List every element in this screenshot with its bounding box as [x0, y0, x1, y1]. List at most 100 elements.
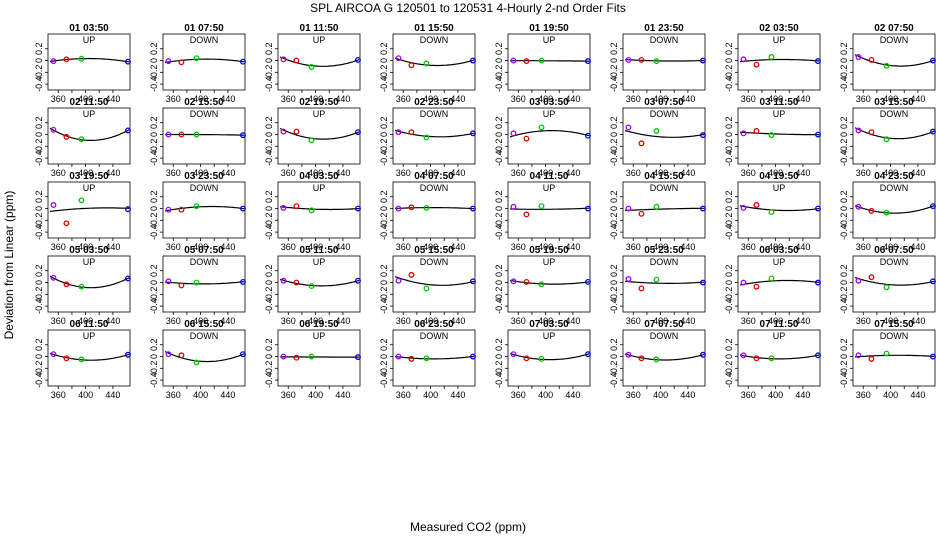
x-tick-label: 440: [450, 390, 465, 400]
x-tick-label: 400: [768, 390, 783, 400]
data-point: [855, 54, 862, 60]
panel-direction-label: UP: [83, 183, 96, 193]
y-tick-label: 0.2: [724, 116, 734, 129]
fit-curve: [624, 58, 705, 62]
data-point: [700, 57, 706, 64]
x-tick-label: 440: [105, 168, 120, 178]
panel-title: 05 11:50: [300, 245, 339, 256]
y-tick-label: 0: [724, 280, 734, 285]
data-point: [50, 274, 57, 281]
data-point: [293, 354, 300, 361]
x-tick-label: 360: [626, 316, 641, 326]
y-tick-label: 0.2: [379, 338, 389, 351]
x-tick-label: 400: [423, 168, 438, 178]
y-tick-label: -0.4: [839, 372, 849, 388]
fit-curve: [739, 58, 820, 63]
panel-title: 03 19:50: [69, 171, 109, 182]
y-tick-label: 0: [379, 58, 389, 63]
y-tick-label: -0.4: [264, 298, 274, 314]
x-tick-label: 360: [166, 316, 181, 326]
y-tick-label: -0.2: [724, 65, 734, 81]
y-tick-label: -0.4: [724, 372, 734, 388]
data-point: [193, 131, 200, 138]
fit-curve: [165, 281, 245, 285]
y-tick-label: -0.4: [609, 224, 619, 240]
panel-direction-label: DOWN: [650, 35, 679, 45]
x-tick-label: 360: [166, 168, 181, 178]
data-point: [178, 59, 185, 66]
panel-title: 05 19:50: [529, 245, 569, 256]
y-tick-label: 0.2: [149, 42, 159, 55]
y-tick-label: -0.4: [379, 224, 389, 240]
y-tick-label: 0.2: [34, 116, 44, 129]
y-tick-label: -0.2: [149, 213, 159, 229]
data-point: [50, 351, 57, 358]
panel-frame: [852, 255, 936, 313]
y-tick-label: -0.4: [379, 150, 389, 166]
x-tick-label: 360: [281, 316, 296, 326]
y-tick-label: -0.2: [34, 287, 44, 303]
y-tick-label: -0.2: [34, 65, 44, 81]
data-point: [63, 355, 70, 362]
fit-curve: [165, 133, 245, 136]
panel-title: 06 07:50: [874, 245, 914, 256]
panel-title: 07 07:50: [644, 319, 684, 330]
data-point: [395, 205, 402, 212]
y-tick-label: 0: [34, 354, 44, 359]
data-point: [355, 205, 361, 212]
x-tick-label: 440: [335, 316, 350, 326]
y-tick-label: -0.2: [34, 139, 44, 155]
x-tick-label: 440: [680, 168, 695, 178]
data-point: [308, 137, 315, 144]
data-point: [868, 207, 875, 214]
y-tick-label: 0: [839, 58, 849, 63]
y-tick-label: -0.2: [494, 287, 504, 303]
data-point: [280, 204, 287, 211]
panel-direction-label: UP: [543, 257, 556, 267]
panel-title: 01 23:50: [644, 23, 684, 34]
y-tick-label: 0.2: [609, 338, 619, 351]
panel-direction-label: UP: [543, 35, 556, 45]
y-tick-label: 0.2: [149, 338, 159, 351]
y-tick-label: -0.2: [839, 361, 849, 377]
panel-direction-label: DOWN: [880, 35, 909, 45]
panel-frame: [737, 329, 821, 387]
panel-direction-label: DOWN: [650, 183, 679, 193]
fit-curve: [49, 352, 130, 361]
data-point: [470, 205, 476, 212]
data-point: [585, 58, 591, 65]
panel-direction-label: UP: [543, 331, 556, 341]
x-tick-label: 400: [193, 168, 208, 178]
data-point: [63, 133, 70, 140]
fit-curve: [624, 207, 705, 212]
y-tick-label: -0.2: [494, 139, 504, 155]
panel-title: 03 07:50: [644, 97, 684, 108]
y-tick-label: 0.2: [494, 264, 504, 277]
x-tick-label: 440: [910, 316, 925, 326]
data-point: [753, 61, 760, 68]
x-tick-label: 440: [450, 242, 465, 252]
data-point: [625, 276, 632, 282]
y-tick-label: 0.2: [724, 42, 734, 55]
panel-direction-label: UP: [83, 35, 96, 45]
y-tick-label: -0.4: [379, 298, 389, 314]
y-tick-label: -0.4: [379, 372, 389, 388]
x-tick-label: 360: [396, 94, 411, 104]
data-point: [293, 128, 300, 135]
x-tick-label: 400: [193, 316, 208, 326]
y-tick-label: -0.4: [264, 150, 274, 166]
data-point: [239, 278, 246, 285]
x-tick-label: 400: [538, 94, 553, 104]
data-point: [585, 278, 591, 285]
data-point: [768, 54, 775, 60]
y-tick-label: 0: [494, 280, 504, 285]
x-tick-label: 440: [680, 242, 695, 252]
y-tick-label: 0.2: [609, 264, 619, 277]
y-tick-label: -0.4: [839, 76, 849, 92]
panel-frame: [162, 329, 246, 387]
y-tick-label: 0.2: [839, 190, 849, 203]
y-tick-label: 0: [839, 354, 849, 359]
panel-direction-label: UP: [83, 109, 96, 119]
